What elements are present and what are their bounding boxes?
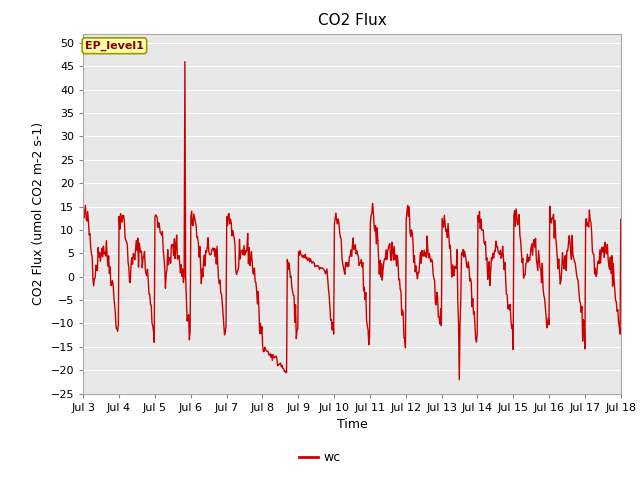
Legend: wc: wc: [294, 446, 346, 469]
Text: EP_level1: EP_level1: [85, 41, 144, 51]
X-axis label: Time: Time: [337, 418, 367, 431]
Y-axis label: CO2 Flux (umol CO2 m-2 s-1): CO2 Flux (umol CO2 m-2 s-1): [32, 122, 45, 305]
Title: CO2 Flux: CO2 Flux: [317, 13, 387, 28]
